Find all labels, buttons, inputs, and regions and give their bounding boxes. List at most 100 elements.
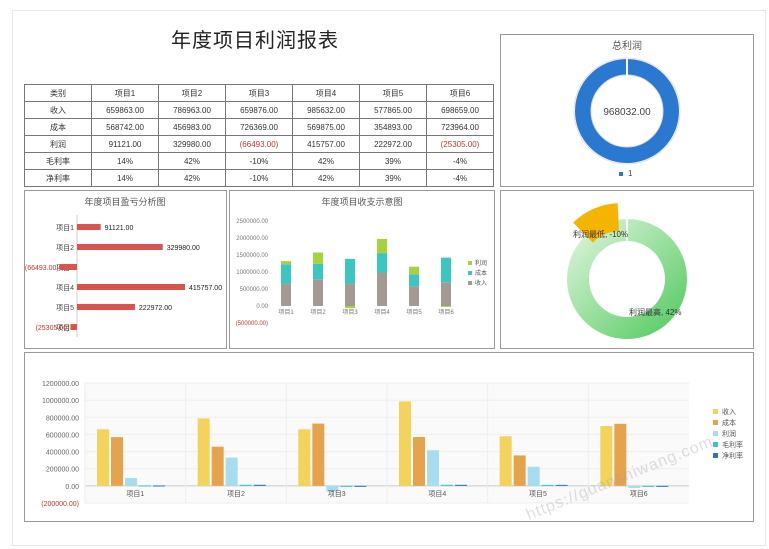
y-tick-label: 1200000.00	[42, 381, 79, 388]
bar	[600, 425, 613, 486]
overview-chart: 1200000.00 1000000.00 800000.00 600000.00 40…	[41, 381, 743, 508]
bar	[354, 485, 367, 487]
y-tick-label: 2000000.00	[236, 236, 268, 242]
table-cell: 收入	[24, 101, 92, 119]
table-header-cell: 项目3	[225, 84, 293, 102]
stacked-bar-segment	[281, 261, 291, 265]
stacked-bar-segment	[441, 282, 451, 306]
table-header-cell: 项目6	[426, 84, 494, 102]
category-label: 项目6	[56, 324, 74, 332]
income-expense-chart: 年度项目收支示意图 2500000.00 2000000.00 1500000.00 1…	[236, 196, 487, 327]
y-tick-label: 200000.00	[46, 467, 79, 474]
bar	[513, 455, 526, 486]
stacked-bar-segment	[345, 258, 355, 284]
bar	[77, 284, 185, 290]
bar	[628, 485, 641, 489]
legend-swatch	[713, 442, 718, 447]
table-cell: 456983.00	[158, 118, 226, 136]
y-tick-label: 600000.00	[46, 432, 79, 439]
table-cell: 723964.00	[426, 118, 494, 136]
table-cell: 222972.00	[359, 135, 427, 153]
y-tick-label: 1500000.00	[236, 253, 268, 259]
table-row: 收入 659863.00 786963.00 659876.00 985632.…	[24, 101, 494, 119]
category-label: 项目5	[56, 304, 74, 312]
table-header-cell: 项目1	[91, 84, 159, 102]
table-cell: 42%	[292, 169, 360, 187]
legend-swatch	[468, 281, 472, 285]
table-cell: 成本	[24, 118, 92, 136]
x-tick-label: 项目2	[227, 490, 245, 498]
margin-donut-chart: 利润最低, -10% 利润最高, 42%	[567, 203, 687, 339]
table-cell: -4%	[426, 169, 494, 187]
bar	[77, 244, 163, 250]
bar	[399, 401, 411, 486]
bar	[125, 478, 137, 486]
table-cell: 39%	[359, 169, 427, 187]
x-tick-label: 项目5	[529, 490, 547, 498]
table-cell: (66493.00)	[225, 135, 293, 153]
chart-title: 总利润	[612, 39, 642, 52]
bar	[211, 446, 224, 486]
donut-slice	[573, 203, 620, 243]
table-cell: 91121.00	[91, 135, 159, 153]
table-header-cell: 类别	[24, 84, 92, 102]
bar	[527, 466, 540, 486]
bar	[441, 484, 453, 486]
stacked-bar-segment	[409, 286, 419, 306]
table-header-row: 类别 项目1 项目2 项目3 项目4 项目5 项目6	[24, 84, 494, 102]
bar	[455, 484, 467, 486]
table-cell: -4%	[426, 152, 494, 170]
x-tick-label: 项目1	[278, 309, 294, 316]
bar	[642, 485, 655, 487]
table-cell: 14%	[91, 152, 159, 170]
total-profit-chart: 总利润 968032.00 1	[573, 39, 681, 178]
table-cell: (25305.00)	[426, 135, 494, 153]
legend-label: 成本	[475, 269, 487, 277]
bar	[239, 484, 252, 486]
slice-label: 利润最低, -10%	[573, 229, 628, 239]
bar	[656, 485, 669, 487]
bar	[555, 484, 568, 486]
legend-swatch	[713, 420, 718, 425]
table-cell: 786963.00	[158, 101, 226, 119]
table-cell: 42%	[292, 152, 360, 170]
income-expense-panel: 年度项目收支示意图 2500000.00 2000000.00 1500000.00 1…	[229, 190, 495, 349]
bar	[326, 485, 339, 492]
table-cell: 415757.00	[292, 135, 360, 153]
y-tick-label: 0.00	[65, 484, 79, 491]
data-label: 329980.00	[167, 245, 200, 252]
profit-loss-chart: 年度项目盈亏分析图项目191121.00项目2329980.00项目3(6649…	[25, 196, 222, 337]
legend-label: 收入	[475, 279, 487, 287]
stacked-bar-segment	[313, 252, 323, 264]
y-tick-label: 2500000.00	[236, 219, 268, 225]
legend-label: 毛利率	[722, 440, 743, 449]
bar	[59, 264, 77, 270]
bar	[614, 423, 627, 486]
legend-swatch	[619, 172, 623, 176]
chart-title: 年度项目收支示意图	[321, 196, 402, 207]
y-tick-label: (500000.00)	[236, 321, 268, 327]
legend-swatch	[713, 453, 718, 458]
data-label: (25305.00)	[36, 325, 70, 332]
table-header-cell: 项目2	[158, 84, 226, 102]
stacked-bar-segment	[409, 266, 419, 275]
table-header-cell: 项目4	[292, 84, 360, 102]
bar	[541, 484, 554, 486]
x-tick-label: 项目6	[630, 490, 648, 498]
table-cell: 利润	[24, 135, 92, 153]
y-tick-label: 1000000.00	[236, 270, 268, 276]
donut-center-label: 968032.00	[603, 107, 651, 118]
y-tick-label: 1000000.00	[42, 398, 79, 405]
table-cell: 毛利率	[24, 152, 92, 170]
bar	[77, 224, 101, 230]
y-tick-label: 400000.00	[46, 450, 79, 457]
bar	[312, 423, 325, 486]
legend-swatch	[713, 409, 718, 414]
x-tick-label: 项目5	[406, 309, 422, 316]
table-cell: -10%	[225, 152, 293, 170]
data-label: 415757.00	[189, 285, 222, 292]
stacked-bar-segment	[409, 274, 419, 287]
slice-label: 利润最高, 42%	[629, 307, 681, 317]
table-cell: 568742.00	[91, 118, 159, 136]
table-cell: 42%	[158, 152, 226, 170]
